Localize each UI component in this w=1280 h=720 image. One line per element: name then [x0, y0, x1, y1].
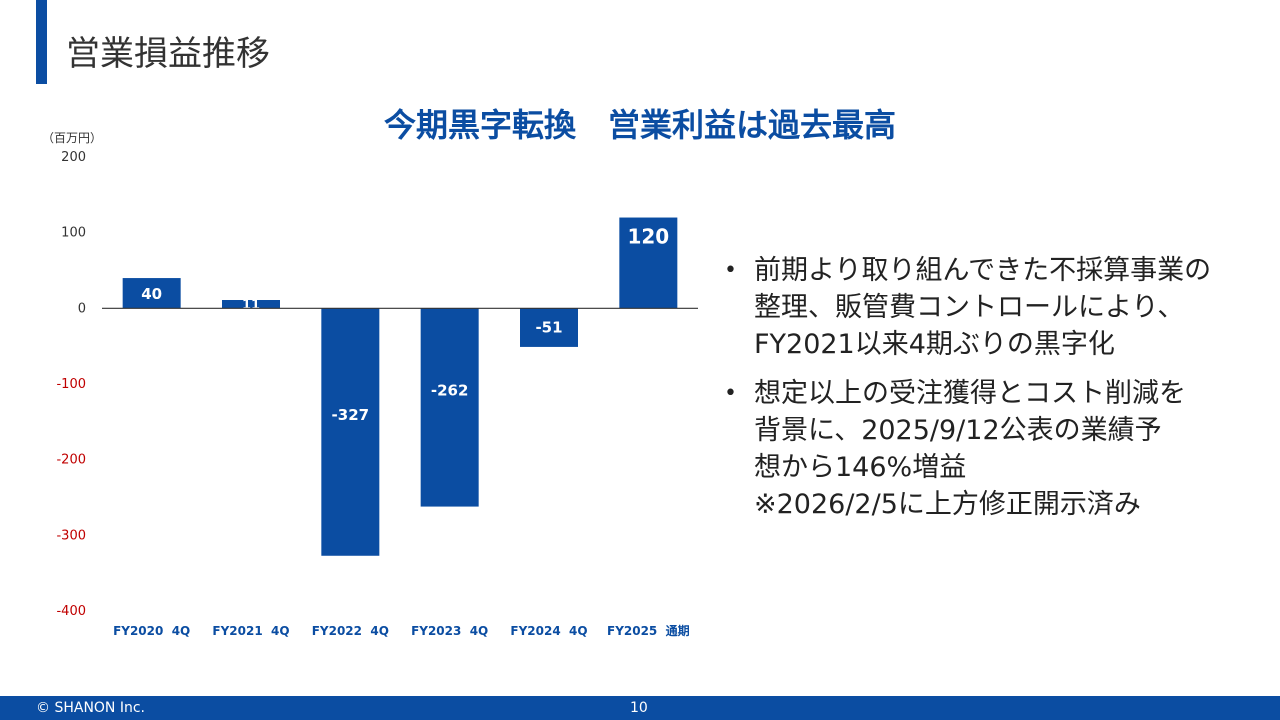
y-tick-label: 200	[61, 150, 86, 165]
bar-value-label: 11	[242, 298, 260, 313]
copyright: © SHANON Inc.	[36, 700, 146, 716]
bullet-line: ※2026/2/5に上方修正開示済み	[754, 489, 1141, 520]
bar	[222, 300, 280, 309]
x-category-label: FY2021 4Q	[212, 624, 289, 638]
bullet-line: 整理、販管費コントロールにより、	[754, 292, 1185, 323]
bar-value-label: -262	[431, 381, 469, 399]
y-tick-label: -100	[56, 377, 86, 392]
x-category-label: FY2024 4Q	[510, 624, 587, 638]
y-tick-label: 0	[78, 301, 86, 316]
bar	[321, 308, 380, 556]
bullet-item: • 前期より取り組んできた不採算事業の 整理、販管費コントロールにより、 FY2021…	[724, 252, 1264, 363]
y-tick-label: -400	[56, 604, 86, 619]
x-category-label: FY2022 4Q	[312, 624, 389, 638]
y-tick-label: 100	[61, 226, 86, 241]
slide-title: 営業損益推移	[66, 34, 270, 74]
bullet-line: 背景に、2025/9/12公表の業績予	[754, 415, 1162, 446]
bar	[122, 278, 181, 309]
bullet-line: 想から146%増益	[754, 452, 967, 483]
headline: 今期黒字転換 営業利益は過去最高	[383, 106, 896, 144]
bar	[619, 217, 678, 309]
title-accent-bar	[36, 0, 47, 84]
bullet-item: • 想定以上の受注獲得とコスト削減を 背景に、2025/9/12公表の業績予 想から1…	[724, 375, 1264, 523]
y-axis-unit-label: （百万円）	[42, 131, 102, 145]
operating-profit-chart: （百万円） 200 100 0 -100 -200 -300 -400 40 FY2020 4Q 1…	[42, 131, 698, 638]
bar	[520, 308, 578, 347]
bullet-list: • 前期より取り組んできた不採算事業の 整理、販管費コントロールにより、 FY2021…	[724, 252, 1264, 535]
x-category-label: FY2025 通期	[607, 623, 690, 638]
bullet-dot-icon: •	[724, 258, 737, 283]
bar-value-label: -51	[535, 318, 562, 336]
y-tick-label: -300	[56, 528, 86, 543]
bullet-line: 想定以上の受注獲得とコスト削減を	[754, 378, 1186, 409]
page-number: 10	[630, 700, 648, 716]
x-category-label: FY2020 4Q	[113, 624, 190, 638]
x-category-label: FY2023 4Q	[411, 624, 488, 638]
bar-value-label: -327	[332, 406, 370, 424]
bullet-line: FY2021以来4期ぶりの黒字化	[754, 329, 1115, 360]
bar-value-label: 120	[627, 225, 669, 249]
bar-value-label: 40	[141, 285, 162, 303]
footer: © SHANON Inc. 10	[0, 696, 1280, 720]
bullet-dot-icon: •	[724, 381, 737, 406]
bullet-line: 前期より取り組んできた不採算事業の	[754, 255, 1212, 286]
y-tick-label: -200	[56, 453, 86, 468]
bar	[420, 308, 479, 507]
